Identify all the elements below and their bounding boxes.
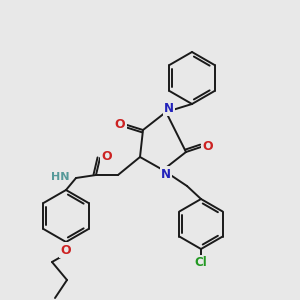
Text: O: O	[61, 244, 71, 256]
Text: HN: HN	[50, 172, 69, 182]
Text: Cl: Cl	[195, 256, 207, 269]
Text: O: O	[203, 140, 213, 154]
Text: O: O	[102, 149, 112, 163]
Text: N: N	[161, 167, 171, 181]
Text: N: N	[164, 101, 174, 115]
Text: O: O	[115, 118, 125, 131]
